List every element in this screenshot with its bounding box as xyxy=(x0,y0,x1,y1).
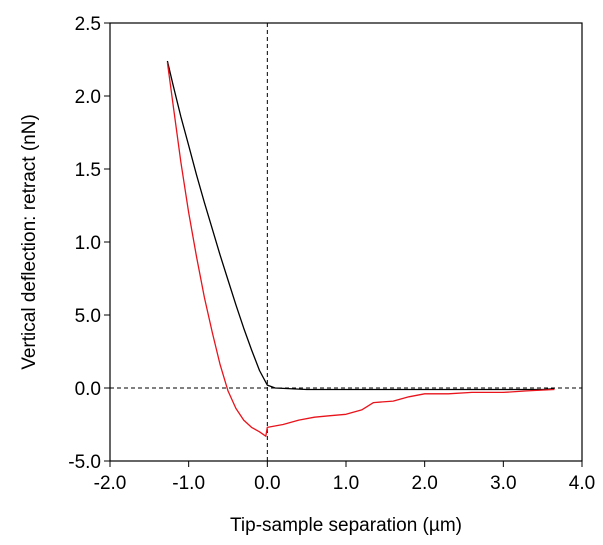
series-line-1 xyxy=(166,62,555,437)
y-axis-label: Vertical deflection: retract (nN) xyxy=(19,114,40,370)
x-tick-label: 3.0 xyxy=(490,473,516,494)
y-axis: -5.0 0.0 5.0 1.0 1.5 2.0 2.5 xyxy=(68,14,110,473)
y-tick-label: 1.5 xyxy=(75,160,101,181)
series-line-0 xyxy=(166,60,555,391)
y-tick-label: 2.0 xyxy=(75,87,101,108)
y-tick-label: -5.0 xyxy=(68,452,101,473)
x-tick-label: 1.0 xyxy=(333,473,359,494)
plot-frame xyxy=(109,22,583,462)
y-tick-label: 5.0 xyxy=(75,306,101,327)
y-tick-label: 2.5 xyxy=(75,14,101,35)
x-axis: -2.0 -1.0 0.0 1.0 2.0 3.0 4.0 xyxy=(94,461,595,494)
x-axis-label: Tip-sample separation (µm) xyxy=(230,515,462,536)
y-tick-label: 1.0 xyxy=(75,233,101,254)
series-layer xyxy=(166,60,555,437)
x-tick-label: -1.0 xyxy=(172,473,205,494)
y-tick-label: 0.0 xyxy=(75,379,101,400)
x-tick-label: 0.0 xyxy=(254,473,280,494)
x-tick-label: 4.0 xyxy=(569,473,595,494)
x-tick-label: -2.0 xyxy=(94,473,127,494)
x-tick-label: 2.0 xyxy=(411,473,437,494)
